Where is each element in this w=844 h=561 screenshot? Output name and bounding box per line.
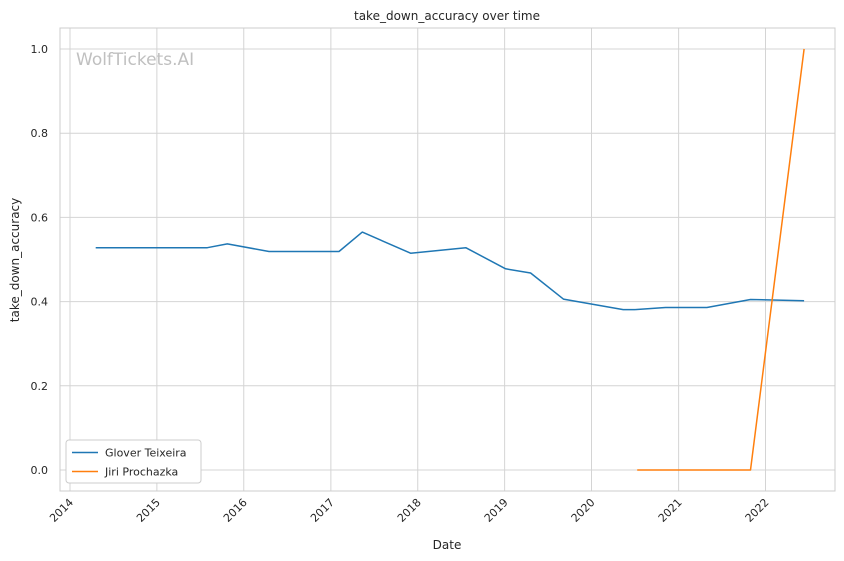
series-line-jiri-prochazka	[637, 48, 805, 471]
y-tick-label: 0.0	[31, 464, 49, 477]
plot-frame	[59, 27, 836, 492]
series-lines	[95, 48, 805, 471]
y-tick-label: 0.6	[31, 211, 49, 224]
x-tick-label: 2020	[569, 496, 598, 525]
grid-lines	[60, 28, 835, 491]
y-tick-label: 1.0	[31, 43, 49, 56]
legend: Glover Teixeira Jiri Prochazka	[65, 439, 202, 484]
x-tick-label: 2015	[134, 496, 163, 525]
y-tick-label: 0.4	[31, 296, 49, 309]
y-tick-label: 0.8	[31, 127, 49, 140]
legend-box	[65, 439, 202, 484]
chart-title: take_down_accuracy over time	[354, 9, 540, 23]
x-tick-label: 2019	[482, 496, 511, 525]
x-axis-label: Date	[433, 538, 462, 552]
y-axis-label: take_down_accuracy	[8, 198, 22, 322]
series-line-glover-teixeira	[95, 231, 805, 311]
legend-label-jiri-prochazka: Jiri Prochazka	[104, 466, 178, 479]
x-tick-label: 2018	[395, 496, 424, 525]
legend-label-glover-teixeira: Glover Teixeira	[105, 447, 187, 460]
x-tick-label: 2021	[656, 496, 685, 525]
x-tick-label: 2016	[221, 496, 250, 525]
y-tick-label: 0.2	[31, 380, 49, 393]
x-tick-label: 2017	[308, 496, 337, 525]
x-tick-label: 2014	[47, 496, 76, 525]
x-tick-label: 2022	[743, 496, 772, 525]
watermark-text: WolfTickets.AI	[76, 50, 194, 70]
